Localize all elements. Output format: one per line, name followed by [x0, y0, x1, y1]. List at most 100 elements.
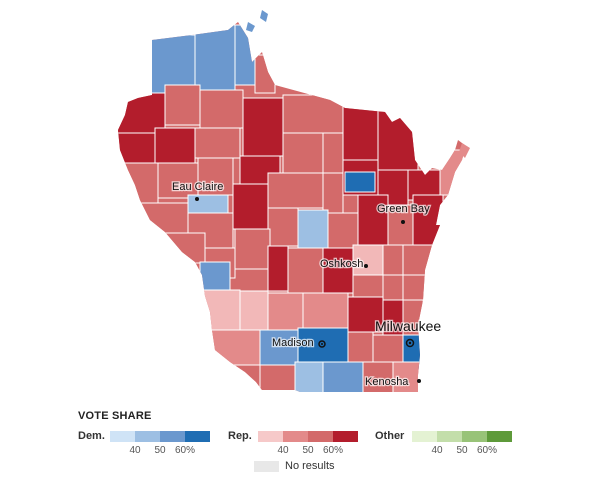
county-shawano	[322, 172, 344, 214]
legend-dem-ticks: 40 50 60%	[110, 445, 210, 457]
county-manitowoc	[402, 244, 434, 276]
county-eau-claire	[187, 194, 229, 214]
county-vilas	[282, 94, 344, 134]
county-door	[439, 149, 466, 196]
city-label-madison: Madison	[272, 337, 314, 349]
city-marker-milwaukee	[405, 338, 415, 348]
county-calumet	[382, 244, 404, 276]
county-barron	[157, 162, 199, 199]
legend-rep-swatch-4	[333, 431, 358, 442]
map-svg: Eau Claire Green Bay Oshkosh Madison Mil…	[118, 10, 470, 392]
legend-dem-tick-60: 60%	[174, 445, 195, 456]
legend-rep-tick-60: 60%	[322, 445, 343, 456]
legend-rep: Rep. 40 50 60%	[228, 429, 368, 459]
legend-other-swatch-2	[437, 431, 462, 442]
county-langlade	[282, 132, 324, 174]
county-la-crosse	[199, 261, 231, 291]
legend-other-tick-40: 40	[431, 445, 443, 456]
county-marinette	[377, 109, 419, 171]
legend-dem-swatches	[110, 431, 210, 442]
legend-title: VOTE SHARE	[78, 410, 152, 422]
county-kenosha	[392, 361, 424, 392]
county-wood	[267, 207, 299, 247]
legend-rep-swatch-1	[258, 431, 283, 442]
legend-other-ticks: 40 50 60%	[412, 445, 512, 457]
legend-rep-swatches	[258, 431, 358, 442]
county-forest	[322, 132, 344, 174]
county-sheboygan	[402, 274, 429, 301]
county-adams	[287, 247, 324, 294]
county-iron	[234, 24, 256, 86]
legend-other-swatch-1	[412, 431, 437, 442]
county-vernon	[199, 289, 241, 331]
county-bayfield	[144, 34, 196, 94]
legend: VOTE SHARE Dem. 40 50 60% Rep. 40 50 60%	[78, 410, 548, 480]
legend-other-tick-60: 60%	[476, 445, 497, 456]
county-burnett	[118, 132, 156, 164]
legend-other-label: Other	[375, 430, 405, 442]
county-outagamie	[357, 194, 389, 246]
city-label-oshkosh: Oshkosh	[320, 258, 363, 270]
city-dot-kenosha	[417, 379, 421, 383]
county-columbia	[302, 292, 349, 329]
county-sheboygan-west	[382, 274, 404, 301]
county-waukesha	[372, 334, 404, 366]
county-marathon	[267, 172, 324, 209]
county-douglas	[118, 92, 166, 134]
legend-rep-label: Rep.	[228, 430, 252, 442]
county-ashland	[194, 24, 236, 94]
county-rock-west	[294, 361, 324, 392]
county-jackson	[234, 228, 271, 270]
county-oneida	[242, 97, 284, 157]
legend-other-tick-50: 50	[456, 445, 468, 456]
legend-rep-swatch-3	[308, 431, 333, 442]
legend-other-swatches	[412, 431, 512, 442]
county-juneau	[267, 245, 289, 292]
legend-other-swatch-4	[487, 431, 512, 442]
city-dot-green-bay	[401, 220, 405, 224]
island-washington	[459, 143, 470, 158]
county-pierce	[139, 202, 189, 234]
county-richland	[239, 290, 269, 332]
county-rock	[322, 361, 364, 392]
county-sauk	[267, 292, 304, 331]
county-lafayette	[214, 364, 261, 392]
legend-dem-swatch-4	[185, 431, 210, 442]
county-menominee	[344, 171, 376, 193]
county-vilas-west	[254, 54, 276, 94]
city-dot-milwaukee	[408, 341, 412, 345]
county-green	[259, 364, 296, 392]
county-pepin	[164, 232, 206, 264]
county-polk	[118, 162, 159, 204]
county-washburn	[154, 127, 196, 164]
legend-dem-swatch-2	[135, 431, 160, 442]
county-florence	[342, 104, 379, 161]
county-chippewa	[197, 157, 234, 196]
county-clark	[232, 183, 269, 230]
legend-dem-swatch-3	[160, 431, 185, 442]
legend-dem: Dem. 40 50 60%	[78, 429, 218, 459]
legend-other: Other 40 50 60%	[375, 429, 525, 459]
county-green-lake	[322, 247, 354, 294]
county-brown	[387, 204, 414, 246]
island-apostle	[260, 10, 268, 22]
city-dot-eau-claire	[195, 197, 199, 201]
legend-dem-tick-50: 50	[154, 445, 166, 456]
legend-dem-tick-40: 40	[129, 445, 141, 456]
city-label-kenosha: Kenosha	[365, 376, 409, 388]
city-dot-oshkosh	[364, 264, 368, 268]
legend-dem-label: Dem.	[78, 430, 105, 442]
legend-rep-tick-40: 40	[277, 445, 289, 456]
city-marker-madison	[318, 340, 326, 348]
county-price	[199, 89, 244, 129]
legend-dem-swatch-1	[110, 431, 135, 442]
county-sawyer	[164, 84, 201, 126]
county-walworth	[362, 361, 394, 392]
county-waupaca	[327, 212, 359, 249]
island-madeline	[246, 22, 255, 32]
city-label-eau-claire: Eau Claire	[172, 181, 223, 193]
county-fond-du-lac	[352, 274, 384, 298]
wisconsin-map: Eau Claire Green Bay Oshkosh Madison Mil…	[118, 10, 470, 392]
legend-rep-swatch-2	[283, 431, 308, 442]
legend-no-results-label: No results	[285, 460, 335, 472]
